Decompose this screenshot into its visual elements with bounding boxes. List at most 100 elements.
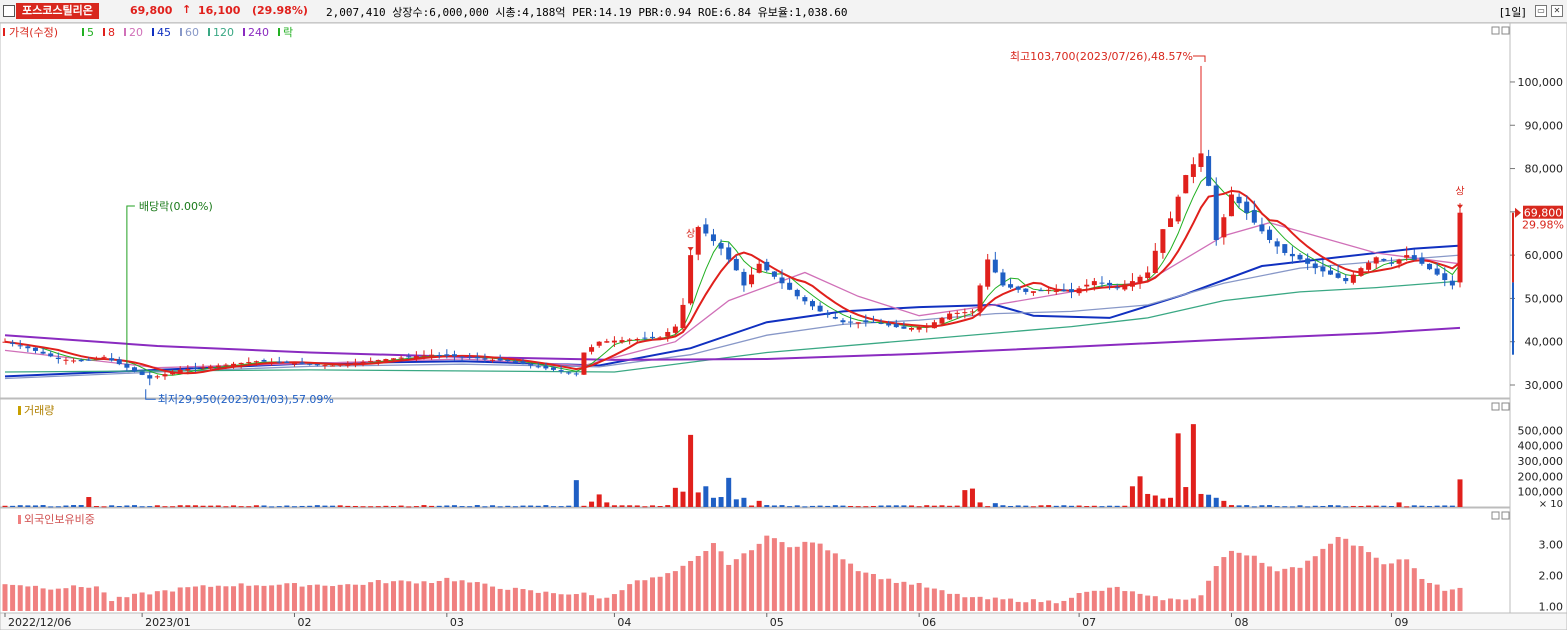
candle (55, 357, 61, 360)
volume-bar (1358, 505, 1364, 507)
candle (1411, 255, 1417, 260)
candle (391, 358, 397, 360)
candle (63, 359, 69, 361)
foreign-bar (1404, 559, 1410, 611)
candle (954, 312, 960, 314)
close-icon[interactable]: ✕ (1551, 5, 1563, 17)
volume-bar (878, 505, 884, 507)
volume-bar (1434, 505, 1440, 507)
foreign-bar (1221, 557, 1227, 611)
candle (215, 365, 221, 368)
legend-ma-marker (278, 28, 280, 36)
price-change-percent: (29.98%) (252, 4, 308, 17)
candle (1434, 268, 1440, 275)
foreign-tick-label: 2.00 (1539, 569, 1564, 582)
foreign-bar (1129, 591, 1135, 611)
foreign-bar (1274, 571, 1280, 611)
minimize-icon[interactable]: ▭ (1535, 5, 1547, 17)
candle (352, 362, 358, 366)
foreign-bar (672, 571, 678, 611)
foreign-bar (413, 583, 419, 611)
candle (710, 234, 716, 242)
ma-line (4, 280, 1461, 373)
candle (185, 368, 191, 371)
volume-bar (231, 505, 237, 507)
legend-ma-marker (243, 28, 245, 36)
foreign-bar (330, 586, 336, 611)
volume-bar (2, 505, 8, 507)
period-button[interactable]: [1일] (1500, 6, 1526, 19)
volume-bar (703, 486, 709, 507)
volume-bar (787, 506, 793, 508)
foreign-bar (1023, 602, 1029, 611)
volume-bar (261, 505, 267, 507)
volume-bar (794, 505, 800, 507)
candle (1107, 282, 1113, 286)
candle (398, 357, 404, 359)
foreign-bar (368, 582, 374, 611)
price-tick-label: 80,000 (1525, 163, 1564, 176)
candle (794, 289, 800, 297)
candle (802, 297, 808, 302)
foreign-bar (939, 590, 945, 611)
foreign-bar (269, 585, 275, 611)
legend-ma-label: 60 (185, 26, 199, 39)
foreign-bar (954, 593, 960, 611)
legend-ma-label: 240 (248, 26, 269, 39)
ma-line (4, 326, 1461, 361)
volume-bar (870, 505, 876, 507)
legend-ma-label: 8 (108, 26, 115, 39)
foreign-bar (1236, 552, 1242, 611)
candle (109, 358, 115, 361)
volume-bar (1419, 505, 1425, 507)
candle (832, 316, 838, 319)
foreign-bar (1030, 599, 1036, 611)
foreign-bar (1160, 600, 1166, 611)
foreign-bar (154, 591, 160, 611)
candle (992, 259, 998, 273)
volume-bar (1107, 505, 1113, 507)
foreign-bar (231, 586, 237, 611)
volume-bar (528, 505, 534, 507)
foreign-bar (611, 594, 617, 611)
date-label: 2023/01 (145, 616, 191, 629)
candle (474, 356, 480, 359)
candle (490, 359, 496, 361)
volume-bar (596, 494, 602, 507)
volume-bar (1320, 505, 1326, 507)
volume-bar (497, 506, 503, 508)
legend-foreign-label: 외국인보유비중 (24, 513, 95, 526)
foreign-bar (185, 587, 191, 611)
foreign-bar (32, 585, 38, 611)
foreign-bar (147, 594, 153, 611)
foreign-bar (436, 581, 442, 611)
foreign-bar (947, 593, 953, 611)
candle (406, 356, 412, 358)
volume-bar (809, 505, 815, 507)
volume-bar (1053, 505, 1059, 507)
foreign-bar (1152, 596, 1158, 611)
foreign-bar (1358, 546, 1364, 611)
current-price: 69,800 (130, 4, 173, 17)
date-label: 07 (1082, 616, 1096, 629)
volume-bar (246, 506, 252, 508)
foreign-bar (132, 593, 138, 611)
stock-name[interactable]: 포스코스틸리온 (16, 3, 99, 19)
volume-bar (1373, 505, 1379, 507)
candle (1236, 196, 1242, 204)
candle (162, 374, 168, 377)
candle (276, 361, 282, 363)
volume-bar (147, 506, 153, 508)
foreign-bar (863, 572, 869, 611)
ma-line (4, 222, 1461, 369)
candle (1320, 266, 1326, 272)
legend-ma-marker (180, 28, 182, 36)
select-checkbox[interactable] (3, 5, 15, 17)
foreign-bar (406, 581, 412, 611)
foreign-bar (162, 590, 168, 611)
volume-bar (779, 505, 785, 507)
volume-bar (543, 505, 549, 507)
foreign-bar (634, 580, 640, 611)
foreign-bar (1327, 543, 1333, 611)
